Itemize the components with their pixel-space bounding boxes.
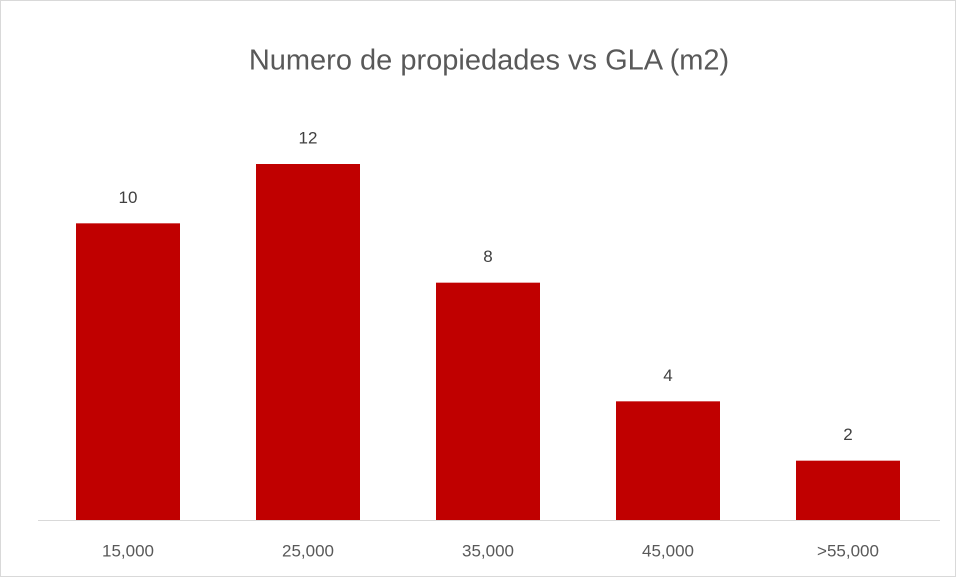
bar [256,164,360,520]
bar [76,223,180,521]
x-tick-label: >55,000 [817,541,879,560]
x-tick-label: 45,000 [642,541,694,560]
x-tick-label: 15,000 [102,541,154,560]
chart-title: Numero de propiedades vs GLA (m2) [249,45,729,77]
bar [616,401,720,520]
data-label: 10 [119,188,138,207]
data-label: 2 [843,425,852,444]
data-label: 4 [663,366,672,385]
bar [796,460,900,520]
data-label: 8 [483,247,492,266]
x-tick-label: 35,000 [462,541,514,560]
bar [436,282,540,520]
data-label: 12 [299,128,318,147]
x-tick-label: 25,000 [282,541,334,560]
